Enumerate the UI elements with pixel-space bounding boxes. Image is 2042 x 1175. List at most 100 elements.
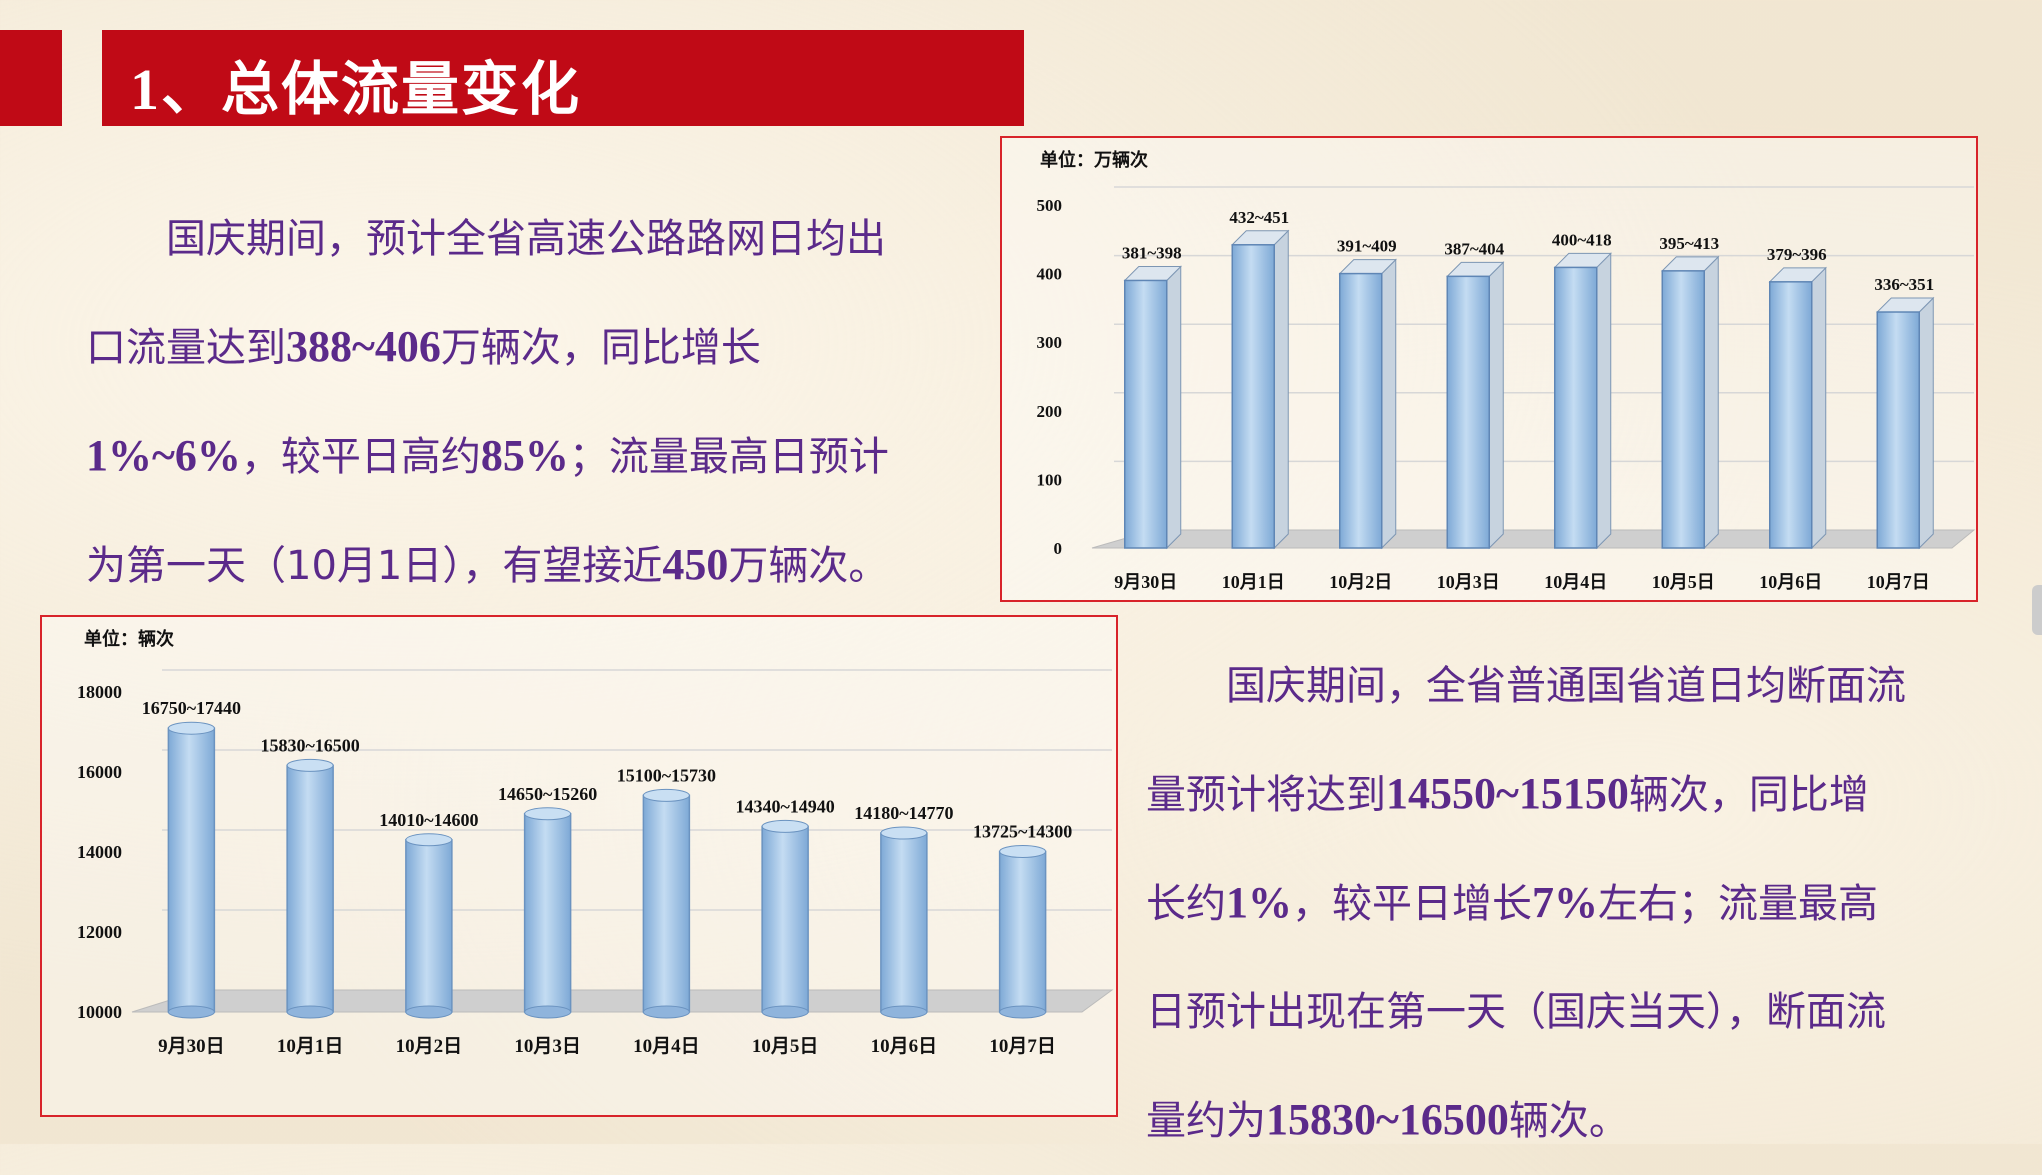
- bar: [167, 727, 216, 1013]
- x-tick-label: 10月3日: [514, 1036, 581, 1057]
- bar-value-label: 381~398: [1122, 243, 1182, 262]
- chart-unit-label: 单位：辆次: [84, 629, 174, 650]
- y-tick-label: 500: [1037, 196, 1063, 215]
- x-tick-label: 9月30日: [158, 1036, 225, 1057]
- bar: [998, 850, 1047, 1013]
- chart-floor: [131, 989, 1114, 1013]
- bar-base: [642, 1005, 690, 1019]
- page-title: 1、总体流量变化: [130, 57, 582, 122]
- text-segment: 左右；流量最高: [1598, 881, 1878, 927]
- bar-top: [524, 807, 572, 821]
- text-segment: 为第一天（10月1日），有望接近: [86, 543, 663, 589]
- bar-value-label: 400~418: [1552, 230, 1612, 249]
- bar-top: [999, 844, 1047, 858]
- highway-bar-chart: 0 100 200 300 400 500 381~398 9月30日 432~451 10月1日…: [1037, 186, 1976, 592]
- bar-base: [286, 1005, 334, 1019]
- chart-floor: [1091, 529, 1976, 549]
- y-tick-label: 0: [1054, 539, 1063, 558]
- bar-side: [1166, 265, 1182, 550]
- paragraph-line: 口流量达到388~406万辆次，同比增长: [86, 293, 966, 402]
- text-segment: 日预计出现在第一天（国庆当天），断面流: [1146, 989, 1886, 1035]
- y-tick-label: 400: [1037, 265, 1063, 284]
- bar: [880, 832, 928, 1013]
- title-bar: 1、总体流量变化: [102, 30, 1024, 126]
- paragraph-line: 长约1%，较平日增长7%左右；流量最高: [1146, 849, 2026, 958]
- bar-value-label: 15830~16500: [260, 735, 359, 755]
- bar: [1446, 275, 1490, 549]
- paragraph-line: 为第一天（10月1日），有望接近450万辆次。: [86, 511, 966, 620]
- x-tick-label: 10月5日: [1652, 572, 1715, 592]
- y-tick-label: 14000: [77, 842, 122, 862]
- bar: [1339, 272, 1383, 549]
- bar-top: [286, 758, 334, 772]
- bar: [405, 839, 453, 1013]
- x-tick-label: 10月3日: [1437, 572, 1500, 592]
- bar-value-label: 14180~14770: [854, 803, 953, 823]
- bar-value-label: 432~451: [1229, 208, 1289, 227]
- bar: [642, 794, 691, 1013]
- text-segment: 辆次，同比增: [1628, 772, 1869, 818]
- text-segment: ，较平日增长: [1292, 881, 1532, 927]
- x-tick-label: 10月5日: [752, 1036, 819, 1057]
- x-tick-label: 10月6日: [871, 1036, 938, 1057]
- x-tick-label: 10月1日: [277, 1036, 344, 1057]
- bar: [761, 825, 809, 1013]
- x-tick-label: 10月2日: [396, 1036, 463, 1057]
- bar: [523, 813, 572, 1013]
- highlight-value: 388~406: [286, 322, 441, 371]
- highlight-value: 14550~15150: [1386, 769, 1629, 818]
- bar-value-label: 395~413: [1659, 234, 1719, 253]
- paragraph-line: 日预计出现在第一天（国庆当天），断面流: [1146, 958, 2026, 1066]
- highlight-value: 7%: [1532, 878, 1598, 927]
- bar-base: [405, 1005, 453, 1019]
- paragraph-line: 国庆期间，全省普通国省道日均断面流: [1146, 632, 2026, 740]
- text-segment: 口流量达到: [86, 325, 286, 371]
- bar-side: [1596, 252, 1612, 550]
- text-segment: 万辆次。: [728, 543, 889, 589]
- x-tick-label: 10月2日: [1329, 572, 1392, 592]
- bar-side: [1703, 255, 1719, 550]
- chart-unit-label: 单位：万辆次: [1040, 150, 1148, 171]
- bar-value-label: 391~409: [1337, 237, 1397, 256]
- text-segment: 辆次。: [1508, 1098, 1629, 1144]
- highlight-value: 450: [662, 540, 729, 589]
- x-tick-label: 10月7日: [989, 1036, 1056, 1057]
- paragraph-line: 量预计将达到14550~15150辆次，同比增: [1146, 740, 2026, 849]
- bar-value-label: 14010~14600: [379, 810, 478, 830]
- bar-top: [880, 826, 928, 840]
- bar-top: [761, 819, 809, 833]
- bar-value-label: 14650~15260: [498, 784, 597, 804]
- scroll-handle[interactable]: [2032, 585, 2042, 635]
- text-segment: 国庆期间，预计全省高速公路路网日均出: [166, 216, 886, 262]
- x-tick-label: 10月6日: [1759, 572, 1822, 592]
- bar: [1231, 244, 1275, 549]
- bar-side: [1488, 261, 1504, 550]
- chart-panel-national-road: 单位：辆次 10000 12000 14000 16000 18000 16750~174…: [40, 615, 1118, 1117]
- chart-panel-highway: 单位：万辆次 0 100 200 300 400 500 381~398 9月30日 432~4…: [1000, 136, 1978, 602]
- bar-base: [761, 1005, 809, 1019]
- bar-top: [167, 721, 215, 735]
- highlight-value: 1%: [1226, 878, 1292, 927]
- x-tick-label: 9月30日: [1114, 572, 1177, 592]
- y-tick-label: 12000: [77, 922, 122, 942]
- bar: [1124, 279, 1168, 549]
- bar-side: [1273, 229, 1289, 550]
- bar: [286, 764, 334, 1013]
- bar-base: [999, 1005, 1047, 1019]
- bar: [1661, 270, 1705, 549]
- highlight-value: 1%~6%: [86, 431, 241, 480]
- x-tick-label: 10月7日: [1867, 572, 1930, 592]
- bar-base: [524, 1005, 572, 1019]
- y-tick-label: 300: [1037, 333, 1063, 352]
- paragraph-national-road: 国庆期间，全省普通国省道日均断面流 量预计将达到14550~15150辆次，同比增…: [1146, 632, 2026, 1175]
- paragraph-line: 1%~6%，较平日高约85%；流量最高日预计: [86, 402, 966, 511]
- text-segment: ；流量最高日预计: [568, 434, 889, 480]
- y-tick-label: 100: [1037, 470, 1063, 489]
- paragraph-line: 国庆期间，预计全省高速公路路网日均出: [86, 185, 966, 293]
- title-accent-block: [0, 30, 62, 126]
- x-tick-label: 10月4日: [633, 1036, 700, 1057]
- highlight-value: 15830~16500: [1266, 1095, 1509, 1144]
- national-road-bar-chart: 10000 12000 14000 16000 18000 16750~17440 9月30…: [77, 669, 1114, 1057]
- bar-base: [880, 1005, 928, 1019]
- y-tick-label: 16000: [77, 762, 122, 782]
